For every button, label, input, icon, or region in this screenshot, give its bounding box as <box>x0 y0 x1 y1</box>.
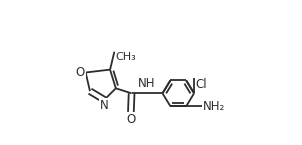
Text: NH: NH <box>138 77 156 90</box>
Text: O: O <box>126 113 136 126</box>
Text: N: N <box>100 99 109 112</box>
Text: O: O <box>76 66 85 79</box>
Text: NH₂: NH₂ <box>203 100 225 113</box>
Text: CH₃: CH₃ <box>115 52 136 62</box>
Text: Cl: Cl <box>195 78 207 91</box>
